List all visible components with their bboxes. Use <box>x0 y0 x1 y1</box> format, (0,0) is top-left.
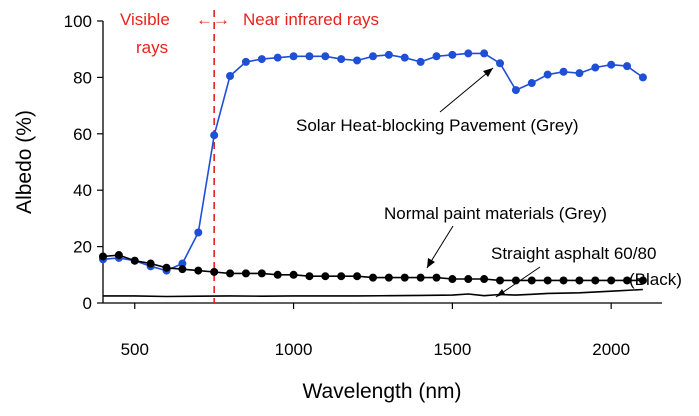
data-point-solar-heat-blocking-pavement-grey <box>496 59 505 68</box>
x-tick-label: 500 <box>121 340 149 359</box>
data-point-normal-paint-materials-grey <box>559 276 568 285</box>
data-point-solar-heat-blocking-pavement-grey <box>448 50 457 59</box>
data-point-normal-paint-materials-grey <box>257 269 266 278</box>
data-point-normal-paint-materials-grey <box>607 276 616 285</box>
data-point-solar-heat-blocking-pavement-grey <box>607 60 616 69</box>
data-point-normal-paint-materials-grey <box>432 273 441 282</box>
data-point-solar-heat-blocking-pavement-grey <box>257 55 266 64</box>
data-point-normal-paint-materials-grey <box>210 267 219 276</box>
data-point-solar-heat-blocking-pavement-grey <box>273 53 282 62</box>
y-tick-label: 0 <box>83 294 92 313</box>
data-point-normal-paint-materials-grey <box>543 276 552 285</box>
data-point-normal-paint-materials-grey <box>194 266 203 275</box>
data-point-normal-paint-materials-grey <box>527 276 536 285</box>
x-axis-title: Wavelength (nm) <box>302 380 461 403</box>
series-line-solar-heat-blocking-pavement-grey <box>102 52 644 272</box>
asphalt-annotation-line2: (Black) <box>629 270 682 289</box>
visible-label-line1: Visible <box>120 10 170 29</box>
data-point-normal-paint-materials-grey <box>368 273 377 282</box>
visible-label-line2: rays <box>136 38 168 57</box>
data-point-solar-heat-blocking-pavement-grey <box>210 131 219 140</box>
data-point-solar-heat-blocking-pavement-grey <box>432 52 441 61</box>
data-point-normal-paint-materials-grey <box>289 270 298 279</box>
data-point-normal-paint-materials-grey <box>226 269 235 278</box>
data-point-solar-heat-blocking-pavement-grey <box>178 259 187 268</box>
paint-arrowhead <box>427 258 435 268</box>
data-point-solar-heat-blocking-pavement-grey <box>353 56 362 65</box>
data-point-solar-heat-blocking-pavement-grey <box>416 57 425 66</box>
data-point-normal-paint-materials-grey <box>638 276 647 285</box>
y-tick-label: 60 <box>73 125 92 144</box>
data-point-normal-paint-materials-grey <box>337 272 346 281</box>
data-point-normal-paint-materials-grey <box>384 273 393 282</box>
y-tick-label: 20 <box>73 238 92 257</box>
data-point-solar-heat-blocking-pavement-grey <box>289 52 298 61</box>
paint-annotation: Normal paint materials (Grey) <box>384 204 607 223</box>
data-point-normal-paint-materials-grey <box>591 276 600 285</box>
data-point-solar-heat-blocking-pavement-grey <box>368 52 377 61</box>
data-point-solar-heat-blocking-pavement-grey <box>384 50 393 59</box>
data-point-normal-paint-materials-grey <box>464 275 473 284</box>
region-arrow: ←→ <box>196 10 230 29</box>
y-tick-label: 100 <box>64 12 92 31</box>
data-point-normal-paint-materials-grey <box>305 272 314 281</box>
data-point-normal-paint-materials-grey <box>178 265 187 274</box>
data-point-normal-paint-materials-grey <box>241 269 250 278</box>
data-point-solar-heat-blocking-pavement-grey <box>400 53 409 62</box>
data-point-solar-heat-blocking-pavement-grey <box>321 52 330 61</box>
data-point-normal-paint-materials-grey <box>273 270 282 279</box>
near-infrared-label: Near infrared rays <box>243 10 379 29</box>
data-point-normal-paint-materials-grey <box>146 259 155 268</box>
data-point-solar-heat-blocking-pavement-grey <box>638 73 647 82</box>
asphalt-annotation-line1: Straight asphalt 60/80 <box>491 244 656 263</box>
data-point-solar-heat-blocking-pavement-grey <box>194 228 203 237</box>
data-point-solar-heat-blocking-pavement-grey <box>543 70 552 79</box>
data-point-normal-paint-materials-grey <box>321 272 330 281</box>
data-point-normal-paint-materials-grey <box>99 252 107 261</box>
data-point-solar-heat-blocking-pavement-grey <box>575 69 584 78</box>
data-point-normal-paint-materials-grey <box>416 273 425 282</box>
x-tick-label: 1500 <box>433 340 471 359</box>
data-point-normal-paint-materials-grey <box>353 272 362 281</box>
data-point-normal-paint-materials-grey <box>480 275 489 284</box>
series-line-straight-asphalt-60-80-black <box>103 288 643 298</box>
data-point-solar-heat-blocking-pavement-grey <box>559 67 568 76</box>
solar-annotation: Solar Heat-blocking Pavement (Grey) <box>296 116 579 135</box>
data-point-solar-heat-blocking-pavement-grey <box>527 79 536 88</box>
data-point-normal-paint-materials-grey <box>130 256 139 265</box>
data-point-solar-heat-blocking-pavement-grey <box>464 49 473 58</box>
data-point-normal-paint-materials-grey <box>496 276 505 285</box>
annotation-arrowheads <box>427 68 505 297</box>
y-ticks: 0 20 40 60 80 100 <box>64 12 103 313</box>
data-point-normal-paint-materials-grey <box>162 263 171 272</box>
data-point-normal-paint-materials-grey <box>575 276 584 285</box>
series-layer <box>99 49 647 298</box>
solar-arrowhead <box>483 68 493 77</box>
data-point-solar-heat-blocking-pavement-grey <box>511 86 520 95</box>
x-tick-label: 2000 <box>592 340 630 359</box>
y-tick-label: 80 <box>73 68 92 87</box>
data-point-normal-paint-materials-grey <box>114 251 123 260</box>
x-tick-label: 1000 <box>275 340 313 359</box>
data-point-solar-heat-blocking-pavement-grey <box>480 49 489 58</box>
data-point-normal-paint-materials-grey <box>623 276 632 285</box>
data-point-solar-heat-blocking-pavement-grey <box>623 62 632 71</box>
data-point-normal-paint-materials-grey <box>448 275 457 284</box>
y-axis-title: Albedo (%) <box>13 110 36 214</box>
data-point-solar-heat-blocking-pavement-grey <box>591 63 600 72</box>
x-ticks: 500 1000 1500 2000 <box>121 303 630 359</box>
asphalt-arrowhead <box>496 289 505 297</box>
y-tick-label: 40 <box>73 181 92 200</box>
solar-leader <box>439 67 494 113</box>
data-point-solar-heat-blocking-pavement-grey <box>226 71 235 80</box>
data-point-solar-heat-blocking-pavement-grey <box>305 52 314 61</box>
data-point-solar-heat-blocking-pavement-grey <box>241 57 250 66</box>
data-point-normal-paint-materials-grey <box>400 273 409 282</box>
data-point-solar-heat-blocking-pavement-grey <box>337 55 346 64</box>
